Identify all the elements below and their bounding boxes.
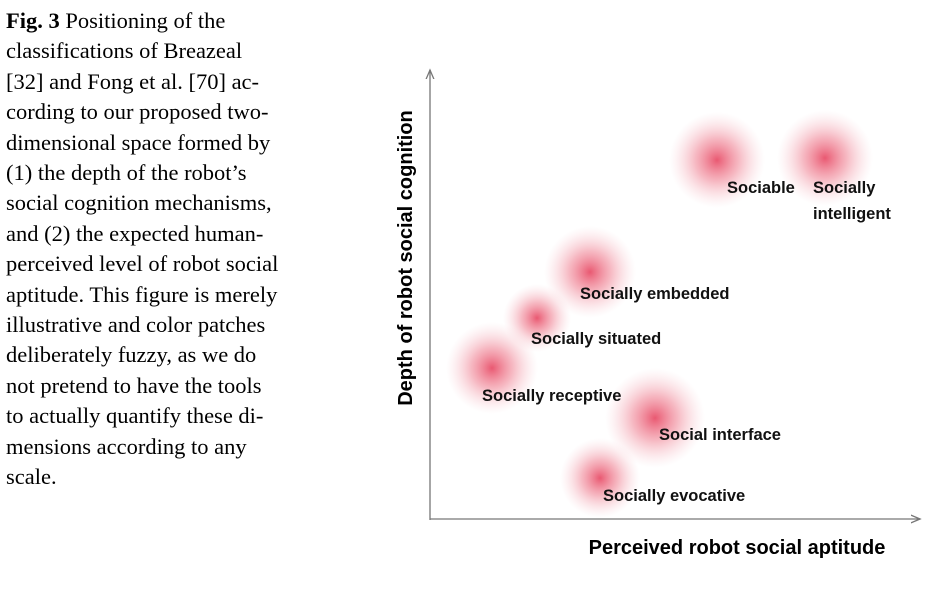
figure-label: Fig. 3	[6, 8, 60, 33]
node-label: Socially evocative	[603, 487, 745, 505]
caption-line: not pretend to have the tools	[6, 371, 278, 401]
node-label: Socially receptive	[482, 387, 621, 405]
caption-text: classifications of Breazeal	[6, 38, 243, 64]
caption-text: scale.	[6, 464, 57, 490]
y-axis-label: Depth of robot social cognition	[395, 110, 417, 406]
caption-text: [32] and Fong et al. [70] ac-	[6, 68, 260, 94]
node-label: Sociable	[727, 179, 795, 197]
caption-line: illustrative and color patches	[6, 310, 278, 340]
caption-line: classifications of Breazeal	[6, 36, 278, 66]
caption-line: cording to our proposed two-	[6, 97, 278, 127]
caption-line: to actually quantify these di-	[6, 401, 278, 431]
node-label: Socially situated	[531, 330, 661, 348]
caption-text: Positioning of the	[65, 8, 226, 33]
caption: Fig. 3 Positioning of the classifications…	[6, 6, 278, 493]
node-label: Socially embedded	[580, 285, 729, 303]
caption-text: social cognition mechanisms,	[6, 190, 272, 216]
caption-text: (1) the depth of the robot’s	[6, 160, 247, 186]
caption-line: (1) the depth of the robot’s	[6, 158, 278, 188]
caption-text: deliberately fuzzy, as we do	[6, 342, 257, 368]
caption-line: dimensional space formed by	[6, 128, 278, 158]
caption-text: and (2) the expected human-	[6, 220, 264, 246]
caption-line: social cognition mechanisms,	[6, 188, 278, 218]
node-label: Social interface	[659, 426, 781, 444]
caption-line: mensions according to any	[6, 432, 278, 462]
caption-text: dimensional space formed by	[6, 129, 271, 155]
caption-text: not pretend to have the tools	[6, 372, 262, 398]
caption-text: perceived level of robot social	[6, 251, 279, 277]
caption-line: scale.	[6, 462, 278, 492]
blobs	[446, 110, 873, 518]
caption-line: [32] and Fong et al. [70] ac-	[6, 67, 278, 97]
caption-line: and (2) the expected human-	[6, 219, 278, 249]
caption-line: aptitude. This figure is merely	[6, 280, 278, 310]
x-axis-label: Perceived robot social aptitude	[589, 537, 886, 559]
caption-text: to actually quantify these di-	[6, 403, 264, 429]
caption-text: aptitude. This figure is merely	[6, 281, 278, 307]
caption-text: illustrative and color patches	[6, 312, 266, 338]
caption-text: cording to our proposed two-	[6, 99, 269, 125]
caption-text: mensions according to any	[6, 433, 247, 459]
caption-line: perceived level of robot social	[6, 249, 278, 279]
node-label: intelligent	[813, 205, 891, 223]
caption-line: Fig. 3 Positioning of the	[6, 6, 278, 36]
caption-line: deliberately fuzzy, as we do	[6, 340, 278, 370]
node-label: Socially	[813, 179, 876, 197]
